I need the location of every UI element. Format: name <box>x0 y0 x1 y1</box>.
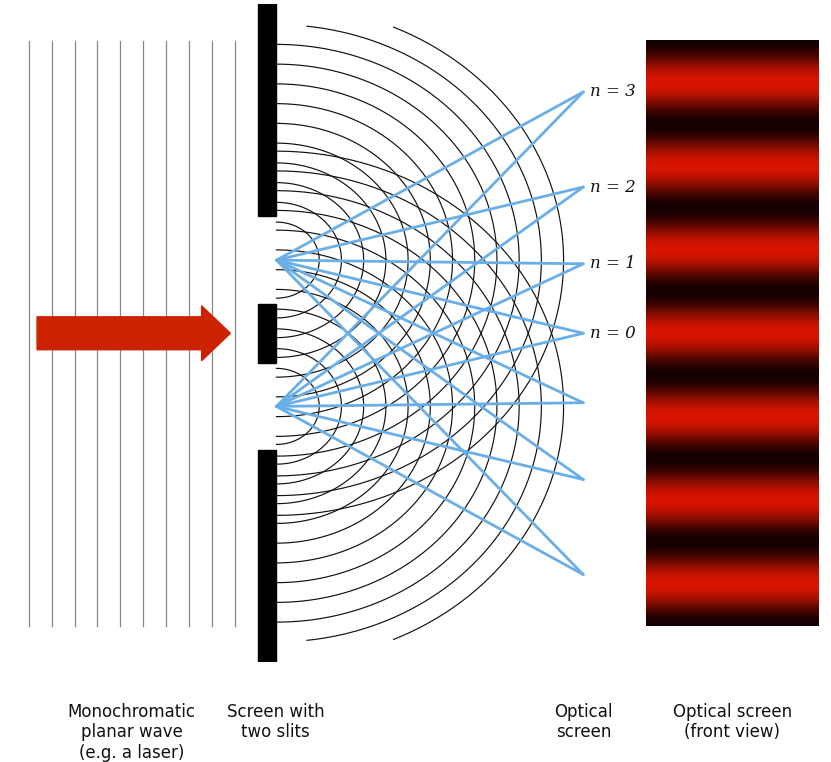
Bar <box>258 304 277 363</box>
Text: n = 2: n = 2 <box>590 178 636 196</box>
FancyArrow shape <box>37 306 230 360</box>
Bar <box>646 40 819 626</box>
Bar <box>258 450 277 670</box>
Text: n = 3: n = 3 <box>590 83 636 101</box>
Text: Optical screen
(front view): Optical screen (front view) <box>672 703 792 741</box>
Bar <box>568 40 583 626</box>
Bar <box>258 0 277 216</box>
Text: Screen with
two slits: Screen with two slits <box>227 703 324 741</box>
Text: n = 1: n = 1 <box>590 255 636 272</box>
Text: Optical
screen: Optical screen <box>554 703 612 741</box>
Text: Monochromatic
planar wave
(e.g. a laser): Monochromatic planar wave (e.g. a laser) <box>67 703 195 762</box>
Text: n = 0: n = 0 <box>590 325 636 342</box>
